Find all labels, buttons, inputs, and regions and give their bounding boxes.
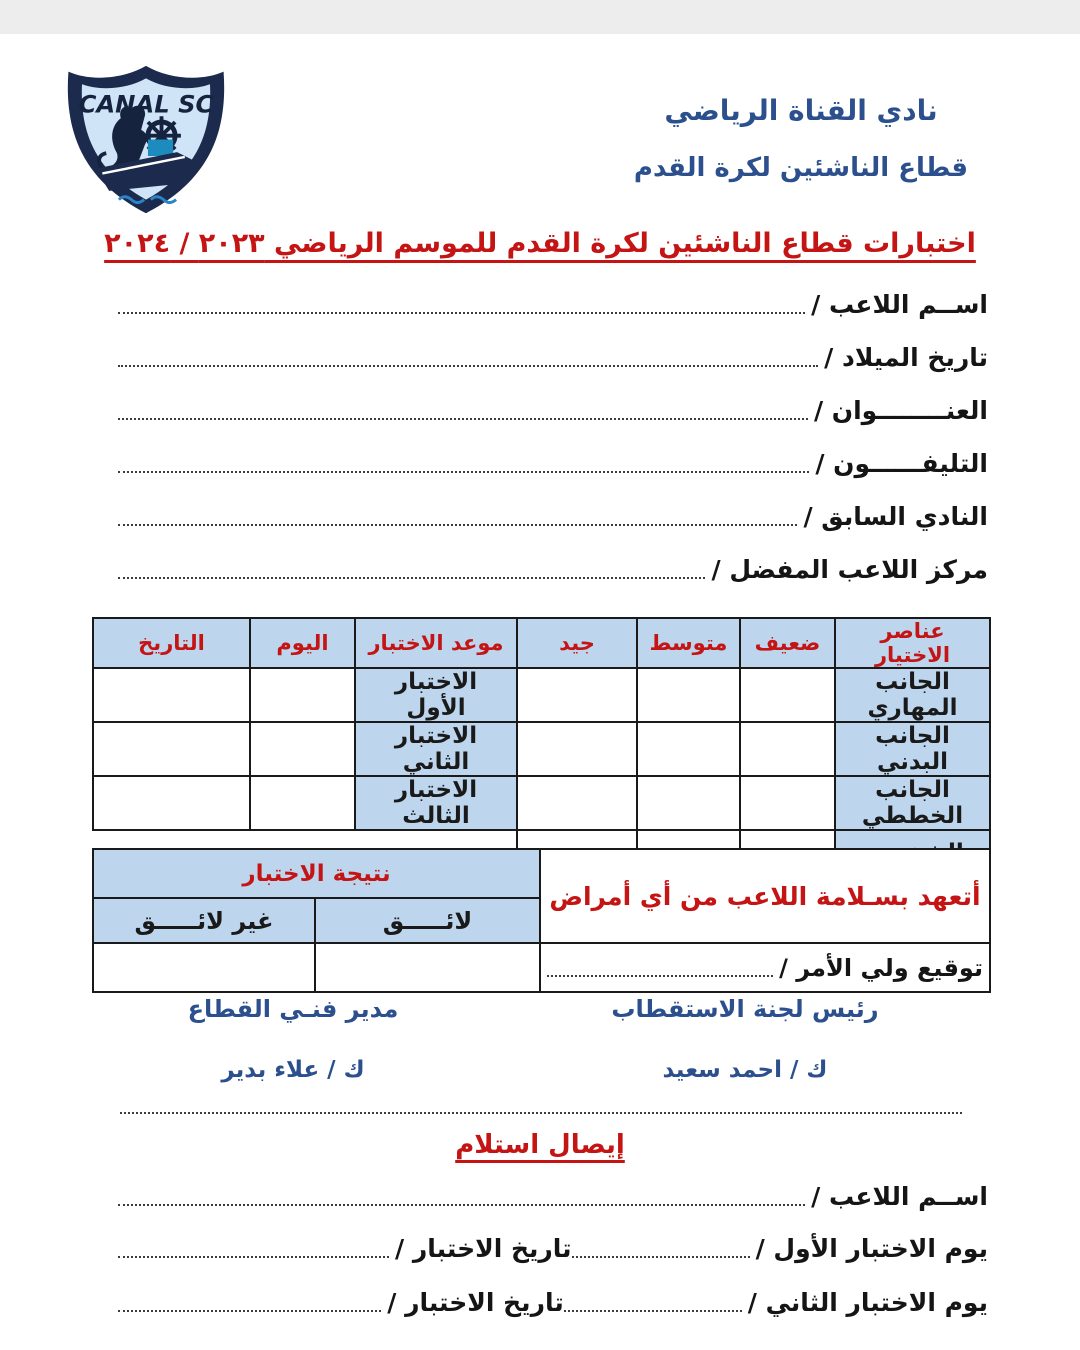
empty-cell: [249, 667, 356, 723]
element-label: الجانب البدني: [834, 721, 991, 777]
signature-recruitment-head: رئيس لجنة الاستقطاب ك / احمد سعيد: [590, 995, 900, 1083]
result-table: أتعهد بسـلامة اللاعب من أي أمراض نتيجة ا…: [92, 848, 991, 993]
main-title: اختبارات قطاع الناشئين لكرة القدم للموسم…: [104, 228, 976, 259]
field-label: اســم اللاعب /: [811, 290, 988, 319]
tests-table: عناصر الاختيار ضعيف متوسط جيد موعد الاخت…: [92, 617, 991, 876]
field-phone: التليفــــــون /: [118, 447, 988, 478]
field-label: العنــــــــوان /: [813, 396, 988, 425]
empty-cell: [739, 721, 836, 777]
field-player-name: اســم اللاعب /: [118, 288, 988, 319]
receipt-player-name-field: اســم اللاعب /: [118, 1180, 988, 1211]
result-title: نتيجة الاختبار: [92, 848, 541, 899]
signature-name: ك / علاء بدير: [221, 1057, 365, 1083]
table-row: الجانب المهاري الاختبار الأول: [92, 667, 991, 723]
col-header-average: متوسط: [636, 617, 741, 669]
fill-in-line: [118, 1256, 390, 1258]
col-header-day: اليوم: [249, 617, 356, 669]
player-info-fields: اســم اللاعب / تاريخ الميلاد / العنـــــ…: [118, 288, 988, 606]
signature-title: مدير فنـي القطاع: [187, 995, 399, 1023]
fill-in-line: [571, 1256, 750, 1258]
field-label: اســم اللاعب /: [811, 1182, 988, 1211]
scan-top-strip: [0, 0, 1080, 34]
tests-table-header-row: عناصر الاختيار ضعيف متوسط جيد موعد الاخت…: [92, 617, 991, 669]
col-header-good: جيد: [516, 617, 638, 669]
element-label: الجانب الخططي: [834, 775, 991, 831]
logo-text: CANAL SC: [79, 89, 214, 118]
fill-in-line: [118, 418, 808, 420]
fill-in-line: [118, 1310, 382, 1312]
fill-in-line: [547, 974, 774, 977]
empty-cell: [92, 775, 251, 831]
empty-cell: [636, 721, 741, 777]
field-previous-club: النادي السابق /: [118, 500, 988, 531]
fill-in-line: [118, 1204, 806, 1206]
field-label: مركز اللاعب المفضل /: [711, 555, 988, 584]
empty-cell: [516, 775, 638, 831]
col-header-elements: عناصر الاختيار: [834, 617, 991, 669]
waves-icon: [117, 195, 178, 204]
document-header: نادي القناة الرياضي قطاع الناشئين لكرة ا…: [626, 94, 976, 183]
empty-cell: [636, 667, 741, 723]
health-pledge: أتعهد بسـلامة اللاعب من أي أمراض: [539, 848, 991, 944]
empty-cell: [92, 942, 316, 993]
fill-in-line: [118, 471, 810, 473]
field-label: يوم الاختبار الأول /: [755, 1234, 988, 1263]
table-row: توقيع ولي الأمر /: [92, 942, 991, 993]
signature-title: رئيس لجنة الاستقطاب: [611, 995, 879, 1023]
empty-cell: [739, 775, 836, 831]
guardian-signature-label: توقيع ولي الأمر /: [779, 953, 983, 982]
table-row: لائـــــق غير لائـــــق: [92, 897, 990, 944]
field-label: تاريخ الاختبار /: [395, 1234, 572, 1263]
receipt-second-test-row: يوم الاختبار الثاني / تاريخ الاختبار /: [118, 1286, 988, 1317]
empty-cell: [516, 667, 638, 723]
empty-cell: [314, 942, 541, 993]
empty-cell: [739, 667, 836, 723]
session-label: الاختبار الثالث: [354, 775, 518, 831]
table-row: أتعهد بسـلامة اللاعب من أي أمراض نتيجة ا…: [92, 848, 991, 944]
col-header-test-session: موعد الاختبار: [354, 617, 518, 669]
receipt-first-test-row: يوم الاختبار الأول / تاريخ الاختبار /: [118, 1232, 988, 1263]
guardian-signature-cell: توقيع ولي الأمر /: [539, 942, 991, 993]
col-header-date: التاريخ: [92, 617, 251, 669]
fill-in-line: [563, 1310, 742, 1312]
empty-cell: [92, 667, 251, 723]
fill-in-line: [118, 312, 806, 314]
fill-in-line: [118, 365, 819, 367]
col-header-weak: ضعيف: [739, 617, 836, 669]
fill-in-line: [118, 577, 706, 579]
empty-cell: [516, 721, 638, 777]
empty-cell: [92, 721, 251, 777]
field-address: العنــــــــوان /: [118, 394, 988, 425]
fill-in-line: [118, 524, 798, 526]
field-preferred-position: مركز اللاعب المفضل /: [118, 553, 988, 584]
field-label: النادي السابق /: [803, 502, 988, 531]
session-label: الاختبار الأول: [354, 667, 518, 723]
empty-cell: [636, 775, 741, 831]
club-name: نادي القناة الرياضي: [664, 94, 938, 127]
element-label: الجانب المهاري: [834, 667, 991, 723]
empty-cell: [249, 775, 356, 831]
dotted-separator: [120, 1112, 962, 1114]
field-birth-date: تاريخ الميلاد /: [118, 341, 988, 372]
field-label: تاريخ الميلاد /: [824, 343, 988, 372]
field-label: تاريخ الاختبار /: [387, 1288, 564, 1317]
field-label: يوم الاختبار الثاني /: [747, 1288, 988, 1317]
ship-icon: [95, 139, 195, 191]
field-label: التليفــــــون /: [815, 449, 988, 478]
empty-cell: [249, 721, 356, 777]
unfit-label: غير لائـــــق: [92, 897, 316, 944]
fit-label: لائـــــق: [314, 897, 541, 944]
receipt-title: إيصال استلام: [455, 1130, 625, 1160]
table-row: الجانب البدني الاختبار الثاني: [92, 721, 991, 777]
session-label: الاختبار الثاني: [354, 721, 518, 777]
club-logo: CANAL SC: [67, 65, 225, 214]
sector-name: قطاع الناشئين لكرة القدم: [633, 153, 969, 183]
signature-name: ك / احمد سعيد: [662, 1057, 828, 1083]
table-row: الجانب الخططي الاختبار الثالث: [92, 775, 991, 831]
signature-technical-director: مدير فنـي القطاع ك / علاء بدير: [138, 995, 448, 1083]
